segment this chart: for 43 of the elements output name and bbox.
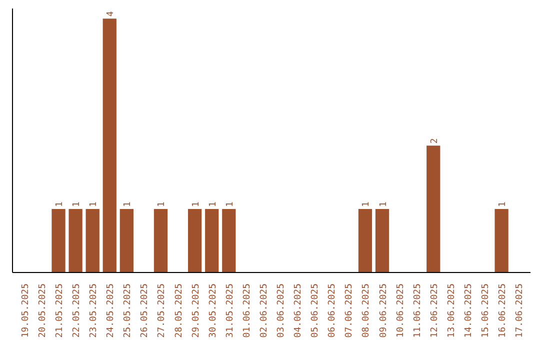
x-tick-label: 07.06.2025	[344, 283, 355, 338]
x-tick-label: 25.05.2025	[123, 283, 134, 338]
x-tick-label: 22.05.2025	[72, 283, 82, 338]
x-tick-label: 10.06.2025	[396, 283, 406, 338]
data-label: 1	[208, 202, 218, 208]
x-tick-label: 19.05.2025	[20, 283, 31, 338]
x-tick-label: 23.05.2025	[89, 283, 100, 338]
x-tick-label: 14.06.2025	[464, 283, 474, 338]
x-tick-label: 15.06.2025	[480, 283, 491, 338]
data-label: 1	[362, 202, 372, 208]
x-tick-label: 28.05.2025	[174, 283, 184, 338]
x-tick-label: 27.05.2025	[157, 283, 168, 338]
x-tick-label: 08.06.2025	[362, 283, 372, 338]
x-tick-label: 11.06.2025	[412, 283, 423, 338]
x-tick-label: 09.06.2025	[378, 283, 389, 338]
x-tick-label: 04.06.2025	[294, 283, 304, 338]
x-tick-label: 03.06.2025	[276, 283, 287, 338]
x-tick-label: 06.06.2025	[328, 283, 338, 338]
data-label: 1	[191, 202, 202, 208]
data-label: 1	[89, 202, 100, 208]
x-tick-label: 01.06.2025	[242, 283, 252, 338]
data-label: 2	[430, 138, 440, 144]
x-tick-label: 12.06.2025	[430, 283, 440, 338]
x-tick-label: 30.05.2025	[208, 283, 218, 338]
x-tick-label: 20.05.2025	[38, 283, 48, 338]
data-label: 1	[225, 202, 236, 208]
x-tick-label: 26.05.2025	[140, 283, 150, 338]
data-label: 1	[123, 202, 134, 208]
data-label: 1	[498, 202, 508, 208]
data-label: 4	[106, 11, 116, 17]
x-tick-label: 29.05.2025	[191, 283, 202, 338]
x-tick-label: 16.06.2025	[498, 283, 508, 338]
x-tick-label: 31.05.2025	[225, 283, 236, 338]
data-label: 1	[55, 202, 66, 208]
x-tick-label: 13.06.2025	[446, 283, 457, 338]
data-label: 1	[157, 202, 168, 208]
x-tick-label: 17.06.2025	[515, 283, 526, 338]
x-tick-label: 24.05.2025	[106, 283, 116, 338]
data-label: 1	[72, 202, 82, 208]
x-tick-label: 02.06.2025	[259, 283, 270, 338]
x-tick-label: 05.06.2025	[310, 283, 321, 338]
x-tick-label: 21.05.2025	[55, 283, 66, 338]
data-label: 1	[378, 202, 389, 208]
